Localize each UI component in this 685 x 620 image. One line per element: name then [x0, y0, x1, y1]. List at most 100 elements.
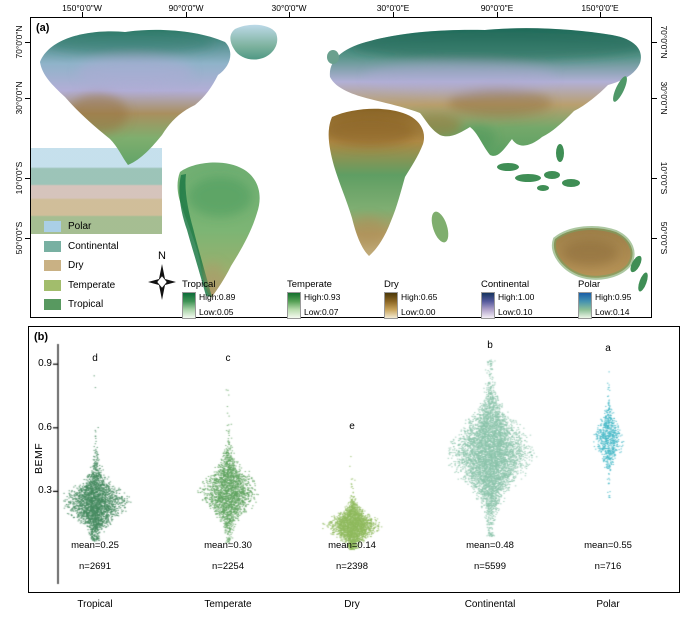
gradient-legend-row: High:0.93 Low:0.07: [287, 292, 387, 319]
gradient-legend-bar: [578, 292, 592, 319]
climate-legend-label: Tropical: [68, 299, 104, 310]
lat-label-left: 30°0'0"N: [14, 81, 24, 115]
gradient-high-label: High:1.00: [498, 292, 535, 302]
gradient-legend-title: Tropical: [182, 279, 216, 290]
gradient-legend-title: Polar: [578, 279, 601, 290]
panel-a-label: (a): [36, 22, 50, 34]
compass-star-center: [156, 275, 168, 289]
n-label: n=716: [594, 561, 622, 572]
climate-legend-item: Dry: [44, 260, 84, 271]
climate-legend-swatch: [44, 299, 61, 310]
lon-tick: [600, 12, 601, 17]
panel-a-frame: [30, 17, 652, 318]
gradient-legend-values: High:0.89 Low:0.05: [199, 292, 235, 317]
sig-letter: a: [605, 342, 611, 354]
compass-north-label: N: [158, 250, 166, 262]
lat-tick-right: [652, 98, 657, 99]
lon-tick: [393, 12, 394, 17]
gradient-legend-bar: [384, 292, 398, 319]
lat-label-left: 50°0'0"S: [14, 221, 24, 255]
mean-label: mean=0.14: [328, 540, 376, 551]
climate-overlays: [45, 29, 641, 296]
lat-tick-left: [25, 238, 30, 239]
gradient-legend-title: Dry: [384, 279, 399, 290]
climate-legend-item: Polar: [44, 221, 91, 232]
sig-letter: e: [349, 421, 355, 433]
gradient-high-label: High:0.93: [304, 292, 341, 302]
lat-tick-left: [25, 178, 30, 179]
y-tick-label: 0.6: [38, 421, 52, 433]
climate-legend-swatch: [44, 240, 61, 252]
lon-label: 90°0'0"W: [168, 3, 204, 13]
y-tick-label: 0.3: [38, 485, 52, 497]
n-label: n=5599: [474, 561, 506, 572]
lon-tick: [82, 12, 83, 17]
lon-tick: [497, 12, 498, 17]
lon-label: 30°0'0"W: [271, 3, 307, 13]
islands-new-zealand: [630, 255, 648, 292]
sig-letter: d: [92, 353, 98, 365]
category-label: Polar: [596, 599, 620, 610]
climate-legend-swatch: [44, 221, 61, 232]
gradient-high-label: High:0.89: [199, 292, 236, 302]
lat-label-left: 10°0'0"S: [14, 161, 24, 195]
gradient-low-label: Low:0.10: [498, 307, 533, 317]
island-uk: [327, 50, 339, 64]
compass-rose: N: [148, 250, 176, 300]
lat-label-right: 10°0'0"S: [659, 161, 669, 195]
lat-label-right: 50°0'0"S: [659, 221, 669, 255]
gradient-legend: Tropical High:0.89 Low:0.05: [182, 279, 282, 319]
gradient-legend-bar: [287, 292, 301, 319]
gradient-low-label: Low:0.07: [304, 307, 339, 317]
mean-label: mean=0.30: [204, 540, 252, 551]
climate-legend-label: Continental: [68, 240, 119, 252]
lat-label-left: 70°0'0"N: [14, 25, 24, 59]
sig-letter: b: [487, 340, 493, 352]
category-label: Temperate: [204, 599, 252, 610]
category-label: Tropical: [77, 599, 113, 610]
gradient-legend-values: High:1.00 Low:0.10: [498, 292, 534, 317]
lat-label-right: 70°0'0"N: [659, 25, 669, 59]
climate-legend-item: Continental: [44, 240, 119, 252]
lat-label-right: 30°0'0"N: [659, 81, 669, 115]
lat-tick-right: [652, 238, 657, 239]
lon-label: 30°0'0"E: [376, 3, 410, 13]
panel-b-label: (b): [34, 331, 49, 343]
gradient-high-label: High:0.95: [595, 292, 632, 302]
lon-tick: [186, 12, 187, 17]
climate-legend-swatch: [44, 279, 61, 291]
mean-label: mean=0.48: [466, 540, 514, 551]
n-label: n=2254: [212, 561, 244, 572]
y-axis-title: BEMF: [33, 442, 45, 474]
gradient-legend-values: High:0.65 Low:0.00: [401, 292, 437, 317]
climate-legend-label: Temperate: [68, 279, 116, 291]
andes-strip: [179, 174, 212, 297]
gradient-low-label: Low:0.05: [199, 307, 234, 317]
mean-label: mean=0.25: [71, 540, 119, 551]
gradient-legend-row: High:1.00 Low:0.10: [481, 292, 581, 319]
gradient-legend-title: Temperate: [287, 279, 332, 290]
gradient-legend: Polar High:0.95 Low:0.14: [578, 279, 678, 319]
gradient-low-label: Low:0.00: [401, 307, 436, 317]
gradient-high-label: High:0.65: [401, 292, 438, 302]
climate-legend-item: Tropical: [44, 299, 103, 310]
panel-b-frame: [28, 326, 680, 593]
lon-tick: [289, 12, 290, 17]
gradient-legend-bar: [481, 292, 495, 319]
beeswarm-canvas: [30, 328, 678, 591]
climate-legend-label: Polar: [68, 221, 92, 232]
pacific-inset-region: [30, 148, 162, 234]
island-japan: [613, 76, 627, 102]
gradient-legend: Continental High:1.00 Low:0.10: [481, 279, 581, 319]
gradient-legend: Temperate High:0.93 Low:0.07: [287, 279, 387, 319]
island-madagascar: [431, 211, 449, 243]
n-label: n=2691: [79, 561, 111, 572]
n-label: n=2398: [336, 561, 368, 572]
gradient-legend-bar: [182, 292, 196, 319]
y-tick-label: 0.9: [38, 358, 52, 370]
islands-southeast-asia: [497, 144, 580, 191]
lat-tick-left: [25, 98, 30, 99]
gradient-legend-values: High:0.95 Low:0.14: [595, 292, 631, 317]
gradient-low-label: Low:0.14: [595, 307, 630, 317]
